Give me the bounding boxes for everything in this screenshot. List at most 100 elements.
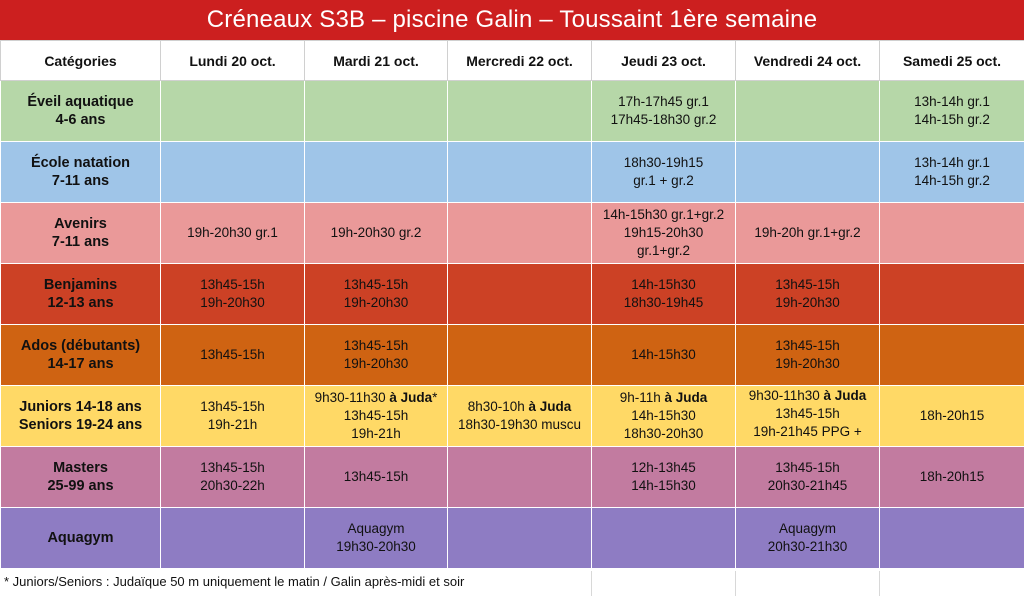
- category-label: 12-13 ans: [47, 295, 114, 311]
- schedule-cell: 8h30-10h à Juda 18h30-19h30 muscu: [447, 385, 592, 447]
- time-slot: 18h-20h15: [882, 407, 1022, 425]
- schedule-cell: 17h-17h45 gr.1 17h45-18h30 gr.2: [591, 80, 736, 142]
- slot-text: 13h-14h gr.1: [914, 94, 990, 109]
- schedule-cell: 13h45-15h 19h-20h30: [735, 263, 880, 325]
- schedule-cell: [447, 80, 592, 142]
- page-title: Créneaux S3B – piscine Galin – Toussaint…: [0, 0, 1024, 40]
- schedule-cell: 13h45-15h 19h-20h30: [160, 263, 305, 325]
- table-row: Éveil aquatique 4-6 ans 17h-17h45 gr.1 17h4…: [0, 80, 1024, 142]
- time-slot: 18h30-20h30: [594, 425, 733, 443]
- slot-text: 20h30-21h45: [767, 478, 848, 493]
- slot-text: gr.1+gr.2: [637, 243, 690, 258]
- time-slot: 13h45-15h: [163, 276, 302, 294]
- slot-text: 13h45-15h: [343, 338, 409, 353]
- time-slot: 19h-21h: [307, 425, 445, 443]
- time-slot: 13h45-15h: [163, 398, 302, 416]
- time-slot: 13h45-15h: [163, 346, 302, 364]
- schedule-cell: 13h45-15h 20h30-22h: [160, 446, 305, 508]
- slot-text: Aquagym: [778, 521, 837, 536]
- category-label: Avenirs: [54, 216, 107, 232]
- schedule-cell: [447, 263, 592, 325]
- time-slot: 19h-20h30: [307, 355, 445, 373]
- time-slot: gr.1+gr.2: [594, 242, 733, 260]
- slot-text: 19h-20h30: [200, 295, 265, 310]
- schedule-cell: [447, 324, 592, 386]
- category-label: Juniors 14-18 ans: [19, 399, 142, 415]
- header-vendredi: Vendredi 24 oct.: [735, 40, 880, 81]
- slot-text: 18h30-19h45: [623, 295, 704, 310]
- time-slot: 13h-14h gr.1: [882, 93, 1022, 111]
- category-label: Seniors 19-24 ans: [18, 417, 143, 433]
- slot-text: 9h30-11h30: [748, 388, 824, 403]
- time-slot: 19h-20h30: [738, 355, 877, 373]
- time-slot: 9h30-11h30 à Juda*: [307, 389, 445, 407]
- schedule-cell: [735, 141, 880, 203]
- time-slot: 19h-20h30 gr.1: [163, 224, 302, 242]
- slot-text: 19h-20h30: [775, 295, 840, 310]
- schedule-cell: 18h-20h15: [879, 385, 1024, 447]
- slot-text: 19h-21h: [207, 417, 258, 432]
- category-label: 4-6 ans: [55, 112, 106, 128]
- time-slot: 13h45-15h: [307, 337, 445, 355]
- time-slot: 18h30-19h15: [594, 154, 733, 172]
- time-slot: 14h-15h30: [594, 407, 733, 425]
- time-slot: 13h-14h gr.1: [882, 154, 1022, 172]
- category-label: 7-11 ans: [51, 234, 110, 250]
- slot-location: à Juda: [664, 390, 708, 405]
- time-slot: 13h45-15h: [738, 276, 877, 294]
- time-slot: 17h45-18h30 gr.2: [594, 111, 733, 129]
- schedule-cell: 13h45-15h 19h-21h: [160, 385, 305, 447]
- category-cell: École natation 7-11 ans: [0, 141, 161, 203]
- schedule-cell: [304, 141, 448, 203]
- slot-text: 17h45-18h30 gr.2: [610, 112, 717, 127]
- schedule-cell: [160, 507, 305, 569]
- time-slot: 18h30-19h45: [594, 294, 733, 312]
- slot-text: 18h-20h15: [919, 408, 985, 423]
- time-slot: Aquagym: [307, 520, 445, 538]
- slot-text: 19h-21h: [351, 426, 401, 441]
- time-slot: 9h30-11h30 à Juda: [738, 387, 877, 405]
- slot-text: 13h45-15h: [775, 277, 840, 292]
- schedule-cell: 19h-20h gr.1+gr.2: [735, 202, 880, 264]
- schedule-cell: 9h30-11h30 à Juda* 13h45-15h 19h-21h: [304, 385, 448, 447]
- slot-location: à Juda: [528, 399, 572, 414]
- category-label: 7-11 ans: [51, 173, 110, 189]
- schedule-cell: 18h30-19h15 gr.1 + gr.2: [591, 141, 736, 203]
- slot-text: 9h-11h: [619, 390, 665, 405]
- schedule-cell: 14h-15h30: [591, 324, 736, 386]
- schedule-cell: [447, 507, 592, 569]
- slot-text: 13h45-15h: [775, 460, 840, 475]
- slot-text: 17h-17h45 gr.1: [618, 94, 709, 109]
- schedule-cell: 19h-20h30 gr.1: [160, 202, 305, 264]
- time-slot: 19h-20h30: [163, 294, 302, 312]
- schedule-cell: 9h-11h à Juda 14h-15h30 18h30-20h30: [591, 385, 736, 447]
- schedule-cell: 14h-15h30 18h30-19h45: [591, 263, 736, 325]
- time-slot: 13h45-15h: [738, 405, 877, 423]
- schedule-cell: [160, 141, 305, 203]
- slot-text: 9h30-11h30: [314, 390, 390, 405]
- header-samedi: Samedi 25 oct.: [879, 40, 1024, 81]
- category-cell: Juniors 14-18 ans Seniors 19-24 ans: [0, 385, 161, 447]
- schedule-cell: 13h45-15h: [304, 446, 448, 508]
- time-slot: 14h-15h30: [594, 276, 733, 294]
- slot-text: 19h-20h30: [343, 295, 409, 310]
- category-label: 25-99 ans: [47, 478, 114, 494]
- schedule-cell: 14h-15h30 gr.1+gr.2 19h15-20h30 gr.1+gr.2: [591, 202, 736, 264]
- header-row: Catégories Lundi 20 oct. Mardi 21 oct. M…: [0, 40, 1024, 81]
- header-lundi: Lundi 20 oct.: [160, 40, 305, 81]
- footnote: * Juniors/Seniors : Judaïque 50 m unique…: [4, 574, 465, 589]
- slot-text: 19h-20h gr.1+gr.2: [754, 225, 861, 240]
- header-categories: Catégories: [0, 40, 161, 81]
- time-slot: 19h-21h45 PPG +: [738, 423, 877, 441]
- time-slot: 14h-15h gr.2: [882, 172, 1022, 190]
- time-slot: 18h-20h15: [882, 468, 1022, 486]
- slot-text: 13h45-15h: [200, 277, 265, 292]
- time-slot: 13h45-15h: [307, 468, 445, 486]
- slot-text: 19h-20h30: [343, 356, 409, 371]
- time-slot: 14h-15h30: [594, 346, 733, 364]
- time-slot: 13h45-15h: [307, 407, 445, 425]
- header-jeudi: Jeudi 23 oct.: [591, 40, 736, 81]
- schedule-cell: 13h45-15h 20h30-21h45: [735, 446, 880, 508]
- time-slot: 19h15-20h30: [594, 224, 733, 242]
- category-cell: Avenirs 7-11 ans: [0, 202, 161, 264]
